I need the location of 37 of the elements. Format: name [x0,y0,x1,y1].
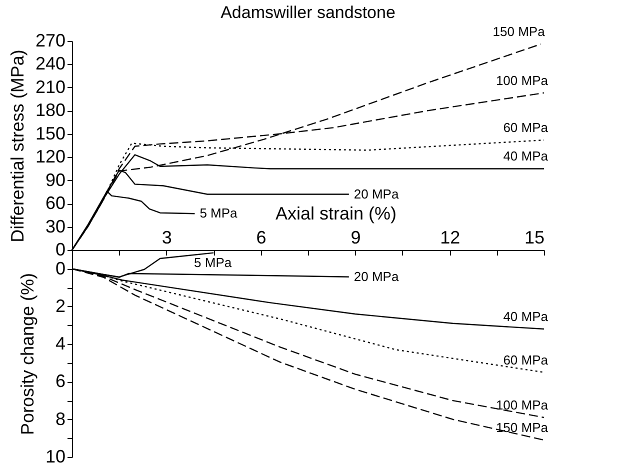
x-tick-label: 6 [256,228,266,248]
series-label: 60 MPa [503,120,549,136]
x-tick-label: 12 [440,228,460,248]
series-label: 20 MPa [354,186,400,202]
chart-title: Adamswiller sandstone [220,3,396,22]
y-tick-label: 30 [45,216,66,236]
series-label: 150 MPa [492,24,546,40]
y-tick-label: 90 [45,170,66,190]
x-tick-label: 3 [162,228,172,248]
y-tick-label: 150 [35,123,66,144]
series-label: 150 MPa [496,420,549,436]
y-tick-label: 0 [55,258,66,278]
series-label: 100 MPa [496,72,549,88]
y-tick-label: 2 [55,296,66,316]
series-label: 20 MPa [354,268,400,284]
y-tick-label: 210 [35,76,66,97]
y-tick-label: 0 [55,240,66,260]
series-label: 40 MPa [503,148,549,164]
y-tick-label: 10 [45,446,66,466]
series-label: 100 MPa [496,397,549,412]
y-tick-label: 8 [55,408,66,429]
y-tick-label: 60 [45,193,66,214]
series-label: 5 MPa [200,206,238,221]
y-axis-title: Differential stress (MPa) [7,50,28,242]
series-label: 60 MPa [503,352,549,368]
y-axis-title: Porosity change (%) [17,272,38,436]
x-tick-label: 9 [350,228,361,248]
series-label: 40 MPa [503,309,549,324]
y-tick-label: 120 [35,146,66,167]
y-tick-label: 6 [55,371,66,392]
y-tick-label: 240 [35,54,66,74]
y-tick-label: 180 [35,100,66,120]
y-tick-label: 270 [35,30,66,50]
y-tick-label: 4 [55,334,66,354]
x-axis-title: Axial strain (%) [275,204,396,224]
x-tick-label: 15 [524,228,544,248]
series-label: 5 MPa [194,254,232,270]
